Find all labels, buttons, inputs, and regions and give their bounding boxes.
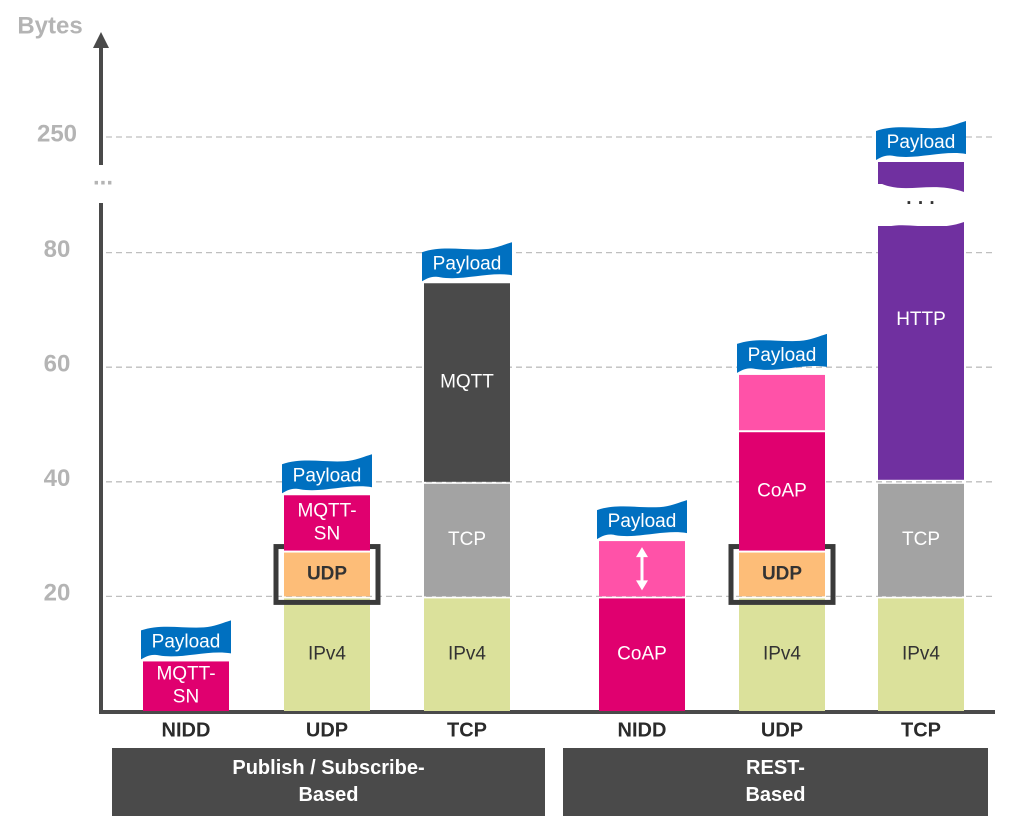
bar-segment (424, 283, 510, 482)
category-label: TCP (447, 719, 487, 741)
y-tick-label: 40 (44, 465, 71, 492)
bar-segment (739, 552, 825, 597)
bar-segment (878, 226, 964, 480)
axes: 20 40 60 80 250 Bytes... (17, 12, 995, 714)
payload-flag (876, 121, 966, 160)
bar-segment (143, 661, 229, 711)
bar-segment (284, 598, 370, 711)
bars (141, 121, 966, 711)
group-label-line: REST- (746, 757, 805, 779)
payload-label: Payload (152, 631, 221, 652)
category-label: TCP (901, 719, 941, 741)
bar-segment (878, 483, 964, 597)
payload-flag (282, 454, 372, 494)
bar-segment (424, 483, 510, 597)
bar-segment-wave (878, 222, 964, 236)
y-tick-label: 60 (44, 351, 71, 378)
y-axis-break-dots: ... (93, 163, 113, 190)
segment-label: IPv4 (308, 644, 346, 665)
payload-flag (422, 242, 512, 282)
category-label: UDP (306, 719, 348, 741)
bar-break-dots: · · · (906, 193, 936, 214)
group-label-rest: REST- Based (563, 748, 988, 816)
segment-label: CoAP (617, 644, 667, 665)
payload-label: Payload (608, 511, 677, 532)
group-label-line: Based (298, 784, 359, 806)
segment-label: IPv4 (902, 644, 940, 665)
bar-segment (878, 598, 964, 711)
bar-segment (424, 598, 510, 711)
payload-flag (737, 333, 827, 373)
y-axis-title: Bytes (17, 12, 82, 39)
double-arrow-head (636, 580, 648, 591)
category-label: NIDD (618, 719, 667, 741)
segment-label: IPv4 (763, 644, 801, 665)
segment-label: MQTT- (297, 500, 356, 521)
bar-segment (284, 495, 370, 551)
payload-label: Payload (887, 132, 956, 153)
labels: MQTT-SNPayloadNIDDIPv4UDPMQTT-SNPayloadU… (152, 132, 956, 741)
category-label: UDP (761, 719, 803, 741)
segment-label: CoAP (757, 480, 807, 501)
payload-label: Payload (293, 465, 362, 486)
segment-label: TCP (448, 529, 486, 550)
group-label-line: Based (745, 784, 806, 806)
segment-label: MQTT (440, 372, 494, 393)
segment-label: IPv4 (448, 644, 486, 665)
payload-label: Payload (433, 253, 502, 274)
segment-label: SN (173, 687, 199, 708)
bar-segment-wave (878, 178, 964, 192)
segment-label: MQTT- (156, 664, 215, 685)
y-axis-arrow (93, 32, 109, 48)
bar-segment (284, 552, 370, 597)
category-label: NIDD (162, 719, 211, 741)
bar-segment (599, 598, 685, 711)
payload-label: Payload (748, 345, 817, 366)
gridlines (106, 136, 995, 598)
bar-segment (739, 432, 825, 551)
segment-label: UDP (762, 563, 802, 584)
payload-flag (597, 500, 687, 540)
segment-label: UDP (307, 563, 347, 584)
group-label-line: Publish / Subscribe- (232, 757, 425, 779)
group-label-publish-subscribe: Publish / Subscribe- Based (112, 748, 545, 816)
payload-flag (141, 620, 231, 660)
y-tick-label: 80 (44, 236, 71, 263)
segment-label: SN (314, 523, 340, 544)
segment-label: HTTP (896, 309, 946, 330)
bar-segment (739, 598, 825, 711)
segment-label: TCP (902, 529, 940, 550)
double-arrow-head (636, 547, 648, 558)
y-tick-label: 20 (44, 580, 71, 607)
y-tick-label: 250 (37, 120, 77, 147)
bar-segment (739, 374, 825, 431)
